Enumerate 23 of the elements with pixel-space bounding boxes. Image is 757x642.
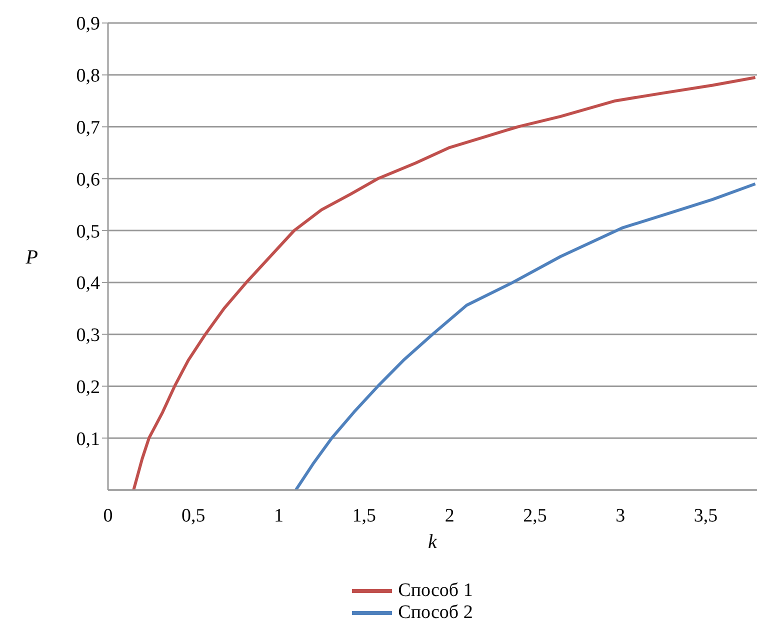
x-tick-label: 1: [274, 505, 284, 526]
y-tick-label: 0,9: [76, 14, 100, 35]
y-tick-label: 0,3: [76, 325, 100, 346]
legend-label: Способ 2: [398, 602, 473, 624]
y-tick-label: 0,5: [76, 221, 100, 242]
x-tick-label: 0: [103, 505, 113, 526]
y-tick-label: 0,1: [76, 428, 100, 450]
legend-label: Способ 1: [398, 580, 473, 602]
y-tick-label: 0,7: [76, 118, 100, 139]
x-tick-label: 2: [444, 505, 454, 526]
x-tick-label: 3,5: [694, 505, 718, 526]
y-axis-title: P: [24, 246, 38, 269]
x-tick-label: 3: [616, 505, 626, 526]
x-axis-title: k: [428, 531, 438, 554]
line-series: [294, 182, 757, 490]
line-series: [132, 76, 757, 490]
y-tick-label: 0,4: [76, 273, 100, 294]
x-tick-label: 2,5: [523, 505, 547, 526]
y-tick-label: 0,6: [76, 169, 100, 190]
y-tick-label: 0,8: [76, 66, 100, 87]
y-tick-label: 0,2: [76, 376, 100, 398]
x-tick-label: 1,5: [352, 505, 376, 526]
x-tick-label: 0,5: [182, 505, 206, 526]
